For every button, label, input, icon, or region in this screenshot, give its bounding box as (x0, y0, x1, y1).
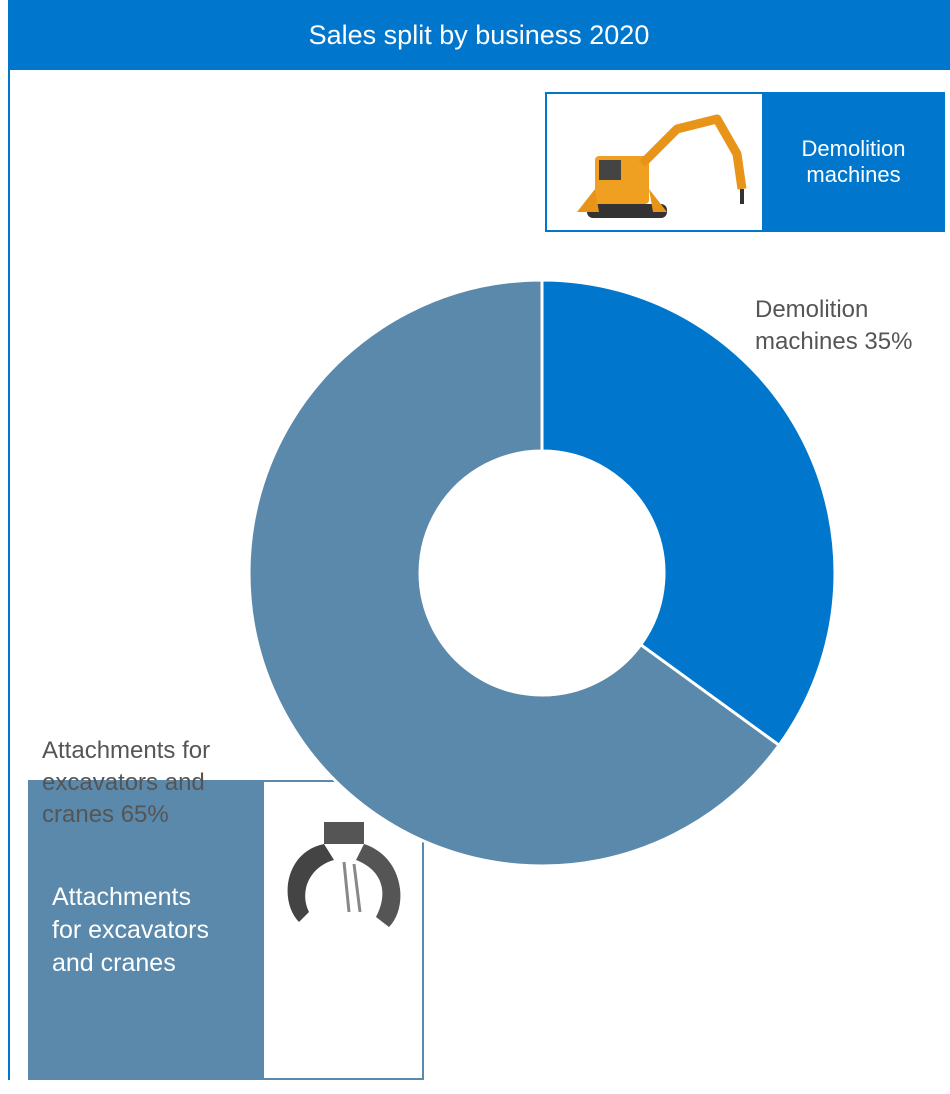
gripper-image (287, 822, 401, 927)
data-label: Attachments for excavators and cranes 65… (42, 737, 211, 828)
legend-text: Attachments for excavators and cranes (30, 782, 264, 1078)
legend-box: Demolition machines (545, 92, 945, 232)
legend-text: Demolition machines (762, 94, 945, 230)
frame-line (8, 70, 10, 1080)
machine-image (577, 114, 747, 218)
data-label: Demolition machines 35% (755, 296, 913, 355)
chart-title: Sales split by business 2020 (8, 0, 950, 70)
legend-box: Attachments for excavators and cranes (28, 780, 424, 1080)
slice (247, 278, 782, 868)
